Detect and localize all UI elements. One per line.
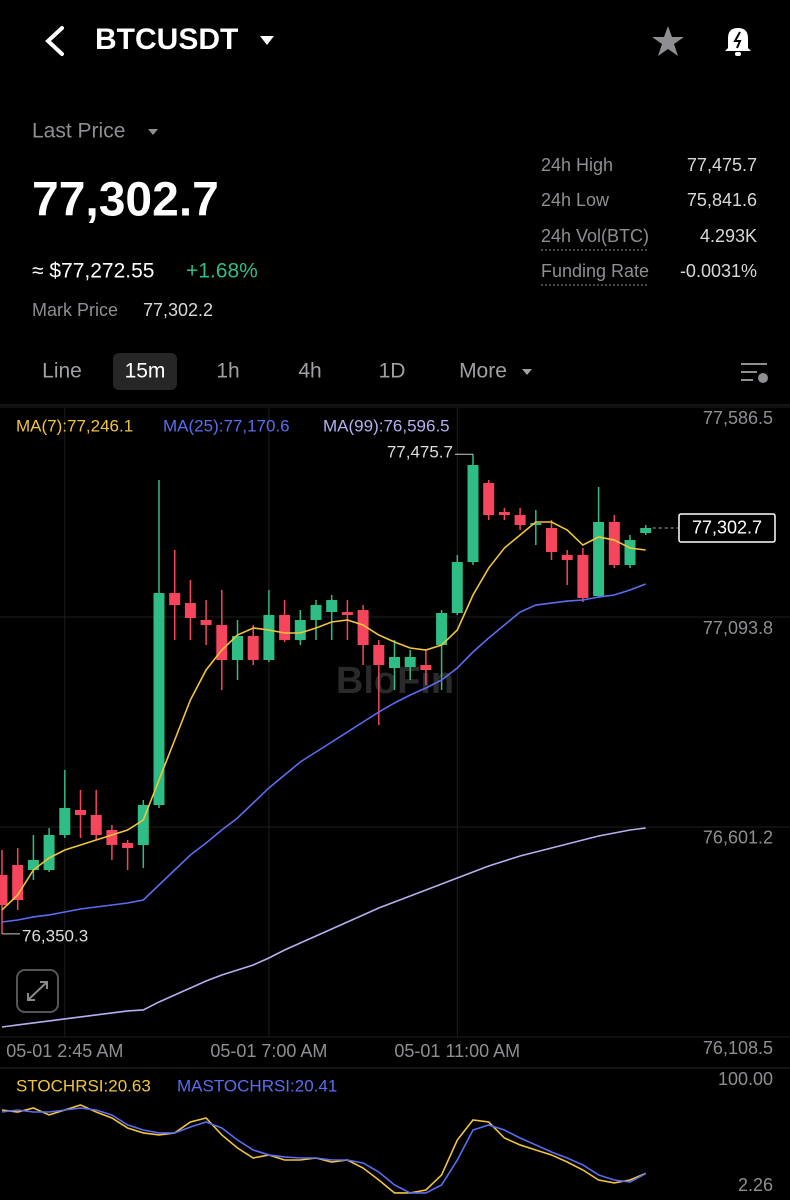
- candle-body: [247, 636, 259, 661]
- candle-body: [184, 603, 196, 618]
- last-price-tag: [678, 513, 776, 543]
- candle-body: [483, 483, 495, 516]
- stat-value: 4.293K: [700, 226, 757, 246]
- candle-body: [624, 540, 636, 566]
- candle-body: [310, 605, 322, 620]
- candle-body: [608, 522, 620, 566]
- candle-body: [169, 593, 181, 606]
- last-price-label[interactable]: Last Price: [32, 120, 125, 143]
- candle-body: [640, 527, 652, 534]
- candle-body: [341, 612, 353, 616]
- candle-body: [59, 807, 71, 835]
- candle-body: [514, 515, 526, 526]
- legend-entry: MA(99):76,596.5: [323, 416, 450, 435]
- candle-body: [373, 645, 385, 666]
- mark-price: 77,302.2: [143, 300, 213, 320]
- legend-entry: STOCHRSI:20.63: [16, 1076, 151, 1095]
- tab[interactable]: More: [459, 360, 507, 383]
- legend-entry: MASTOCHRSI:20.41: [177, 1076, 337, 1095]
- candle-body: [90, 815, 102, 835]
- tab[interactable]: 15m: [125, 360, 166, 383]
- candle-body: [43, 834, 55, 870]
- candle-body: [389, 656, 400, 668]
- candle-body: [106, 830, 118, 845]
- candle-body: [420, 665, 432, 670]
- candle-body: [326, 600, 338, 613]
- alert-bell[interactable]: [725, 28, 751, 56]
- candle-body: [436, 613, 448, 646]
- x-tick-label: 05-01 11:00 AM: [394, 1041, 520, 1061]
- candle-body: [530, 523, 542, 526]
- legend-entry: MA(25):77,170.6: [163, 416, 290, 435]
- tab[interactable]: 1D: [379, 360, 406, 383]
- mark-price-label: Mark Price: [32, 300, 118, 320]
- candle-body: [0, 874, 8, 905]
- candle-body: [232, 636, 243, 661]
- candle-body: [467, 465, 479, 563]
- tab[interactable]: 4h: [298, 360, 321, 383]
- candle-body: [12, 865, 24, 901]
- candle-body: [153, 593, 165, 805]
- tab-highlight: [113, 353, 177, 390]
- stat-value: 77,475.7: [687, 155, 757, 175]
- stat-label: 24h Low: [541, 190, 610, 210]
- candle-body: [263, 615, 275, 661]
- candle-body: [546, 528, 557, 553]
- candle-body: [577, 555, 589, 599]
- candle-body: [27, 859, 39, 870]
- y-tick-label: 77,093.8: [703, 618, 773, 638]
- candle-body: [137, 804, 149, 845]
- x-tick-label: 05-01 7:00 AM: [210, 1041, 327, 1061]
- indicator-line: [1, 1107, 647, 1194]
- y-tick-label: 2.26: [738, 1175, 773, 1195]
- high-annotation: 77,475.7: [387, 443, 453, 462]
- candle-body: [498, 512, 510, 516]
- change-percent: +1.68%: [186, 260, 258, 283]
- candle-body: [279, 615, 291, 641]
- chart-settings[interactable]: [741, 363, 768, 383]
- stat-value: -0.0031%: [680, 261, 757, 281]
- candle-body: [561, 555, 573, 561]
- ma-line: [1, 583, 646, 923]
- candle-body: [294, 619, 306, 641]
- legend-entry: MA(7):77,246.1: [16, 416, 133, 435]
- candle-body: [122, 842, 134, 848]
- expand-button[interactable]: [16, 969, 59, 1013]
- indicator-line: [1, 1104, 647, 1194]
- tab[interactable]: Line: [42, 360, 82, 383]
- low-annotation: 76,350.3: [22, 926, 88, 945]
- stat-label: 24h High: [541, 155, 613, 175]
- favorite-star[interactable]: [652, 26, 684, 56]
- symbol-dropdown[interactable]: [260, 36, 274, 45]
- candle-body: [200, 619, 212, 626]
- stat-label[interactable]: 24h Vol(BTC): [541, 226, 649, 246]
- symbol[interactable]: BTCUSDT: [95, 23, 238, 56]
- candle-body: [593, 522, 605, 596]
- dropdown-caret: [148, 129, 158, 135]
- y-tick-label: 100.00: [718, 1069, 773, 1089]
- stat-value: 75,841.6: [687, 190, 757, 210]
- ma-line: [1, 521, 646, 911]
- ma-line: [1, 827, 646, 1028]
- candle-body: [451, 562, 463, 614]
- stat-label[interactable]: Funding Rate: [541, 261, 649, 281]
- tab[interactable]: 1h: [216, 360, 239, 383]
- last-price-tag-text: 77,302.7: [692, 518, 762, 538]
- candle-body: [216, 625, 228, 661]
- x-tick-label: 05-01 2:45 AM: [6, 1041, 123, 1061]
- last-price: 77,302.7: [32, 174, 219, 227]
- dropdown-caret: [522, 369, 532, 375]
- back-button[interactable]: [45, 26, 64, 56]
- y-tick-label: 76,108.5: [703, 1038, 773, 1058]
- candle-body: [404, 656, 416, 668]
- candle-body: [75, 809, 86, 816]
- y-tick-label: 76,601.2: [703, 828, 773, 848]
- y-tick-label: 77,586.5: [703, 408, 773, 428]
- candle-body: [357, 610, 369, 646]
- usd-price: ≈ $77,272.55: [32, 260, 154, 283]
